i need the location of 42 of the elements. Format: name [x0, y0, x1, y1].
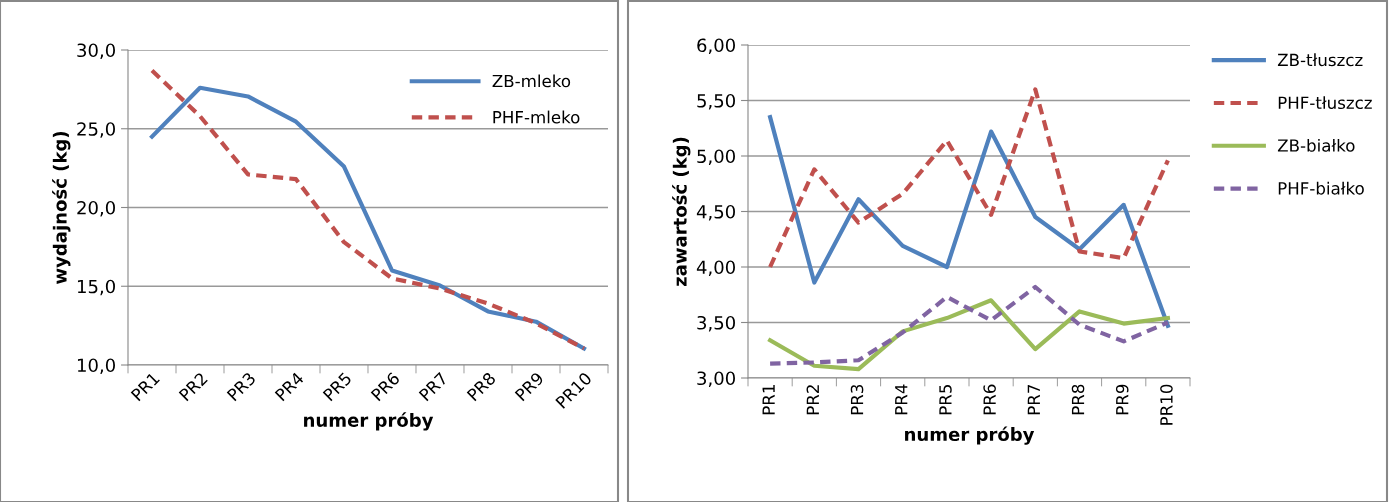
- x-tick-label: PR3: [850, 384, 864, 415]
- legend-label: PHF-mleko: [493, 110, 580, 124]
- y-tick-label: 25,0: [77, 122, 115, 138]
- x-axis-title: numer próby: [905, 426, 1035, 445]
- line-series: [768, 87, 1170, 270]
- line-series: [768, 284, 1170, 366]
- x-tick-label: PR8: [1071, 384, 1085, 415]
- legend-label: ZB-mleko: [492, 74, 571, 88]
- x-tick-label: PR3: [226, 371, 257, 402]
- y-tick-label: 4,00: [696, 260, 735, 276]
- line-series: [768, 298, 1170, 372]
- x-tick-label: PR6: [983, 384, 996, 415]
- y-axis-title: wydajność (kg): [52, 131, 71, 284]
- x-tick-label: PR7: [1027, 384, 1040, 415]
- x-axis-title: numer próby: [304, 412, 434, 431]
- x-tick-label: PR2: [806, 385, 819, 415]
- x-tick-label: PR4: [895, 384, 908, 415]
- y-tick-label: 5,00: [697, 149, 735, 165]
- y-tick-label: 30,0: [77, 43, 115, 59]
- x-tick-label: PR1: [130, 372, 160, 402]
- line-series: [768, 115, 1170, 328]
- x-tick-label: PR9: [1115, 384, 1129, 415]
- y-tick-label: 3,00: [697, 371, 735, 387]
- x-tick-label: PR8: [466, 371, 497, 402]
- legend-label: PHF-tłuszcz: [1278, 96, 1372, 110]
- x-tick-label: PR2: [178, 371, 208, 402]
- y-axis-title: zawartość (kg): [672, 137, 691, 287]
- legend-label: PHF-białko: [1278, 181, 1364, 195]
- y-tick-label: 6,00: [697, 38, 735, 54]
- y-tick-label: 10,0: [77, 358, 115, 374]
- y-tick-label: 20,0: [77, 200, 115, 217]
- y-tick-label: 5,50: [697, 93, 735, 110]
- x-tick-label: PR4: [274, 371, 305, 402]
- legend-label: ZB-tłuszcz: [1277, 53, 1363, 67]
- x-tick-label: PR10: [1160, 384, 1173, 425]
- x-tick-label: PR5: [939, 385, 952, 415]
- y-tick-label: 3,50: [697, 315, 735, 332]
- legend-label: ZB-białko: [1277, 138, 1355, 152]
- x-tick-label: PR1: [762, 385, 775, 415]
- y-tick-label: 4,50: [696, 204, 735, 221]
- x-tick-label: PR9: [514, 371, 545, 402]
- y-tick-label: 15,0: [77, 279, 115, 296]
